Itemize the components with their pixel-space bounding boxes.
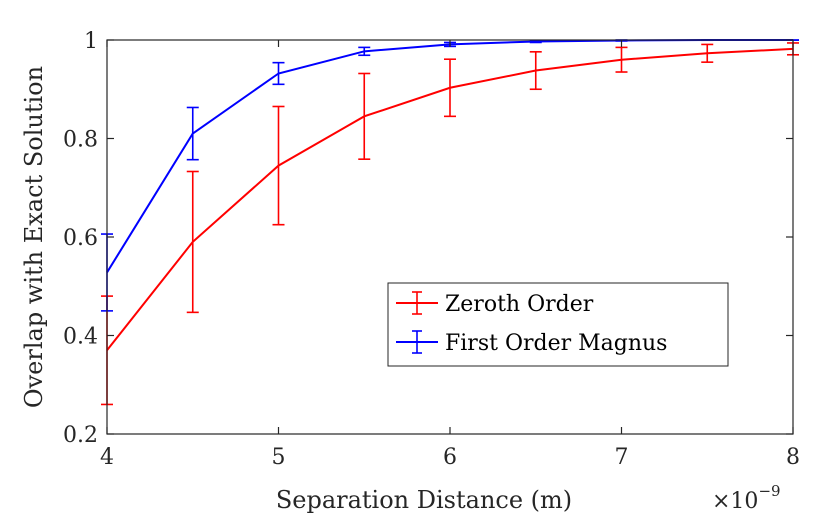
x-exponent: ×10−9: [712, 482, 781, 514]
error-bar: [272, 105, 285, 226]
error-bar: [615, 46, 628, 73]
series-layer: [101, 39, 799, 406]
x-tick-label: 7: [615, 445, 629, 470]
y-tick-label: 0.6: [63, 226, 98, 251]
error-bar: [272, 61, 285, 86]
y-axis-label: Overlap with Exact Solution: [20, 66, 48, 408]
ticks-layer: 4 5 6 7 8 0.2 0.4 0.6 0.8 1: [63, 29, 800, 470]
error-bar: [444, 58, 456, 118]
error-bar: [701, 43, 714, 63]
error-bar: [529, 51, 542, 91]
x-tick-label: 6: [443, 445, 457, 470]
legend-label: Zeroth Order: [445, 292, 594, 317]
y-tick-label: 1: [84, 29, 98, 54]
error-bar: [186, 106, 199, 161]
x-tick-label: 4: [100, 445, 114, 470]
error-bar: [358, 72, 371, 160]
x-tick-label: 8: [786, 445, 800, 470]
x-tick-label: 5: [272, 445, 286, 470]
x-exponent-power: −9: [758, 482, 780, 500]
legend-entry: Zeroth Order: [396, 291, 594, 317]
y-tick-label: 0.4: [63, 325, 98, 350]
error-bar: [186, 170, 199, 314]
series-zeroth-order: [101, 42, 799, 406]
error-bar: [358, 46, 371, 57]
legend-label: First Order Magnus: [445, 331, 667, 356]
y-tick-label: 0.8: [63, 128, 98, 153]
legend-entry: First Order Magnus: [396, 330, 667, 356]
y-tick-label: 0.2: [63, 423, 98, 448]
legend-entries: Zeroth Order First Order Magnus: [396, 291, 667, 356]
x-axis-label: Separation Distance (m): [276, 486, 572, 514]
legend: Zeroth Order First Order Magnus: [387, 282, 729, 367]
x-exponent-base: ×10: [712, 489, 758, 514]
legend-box: [387, 282, 729, 367]
